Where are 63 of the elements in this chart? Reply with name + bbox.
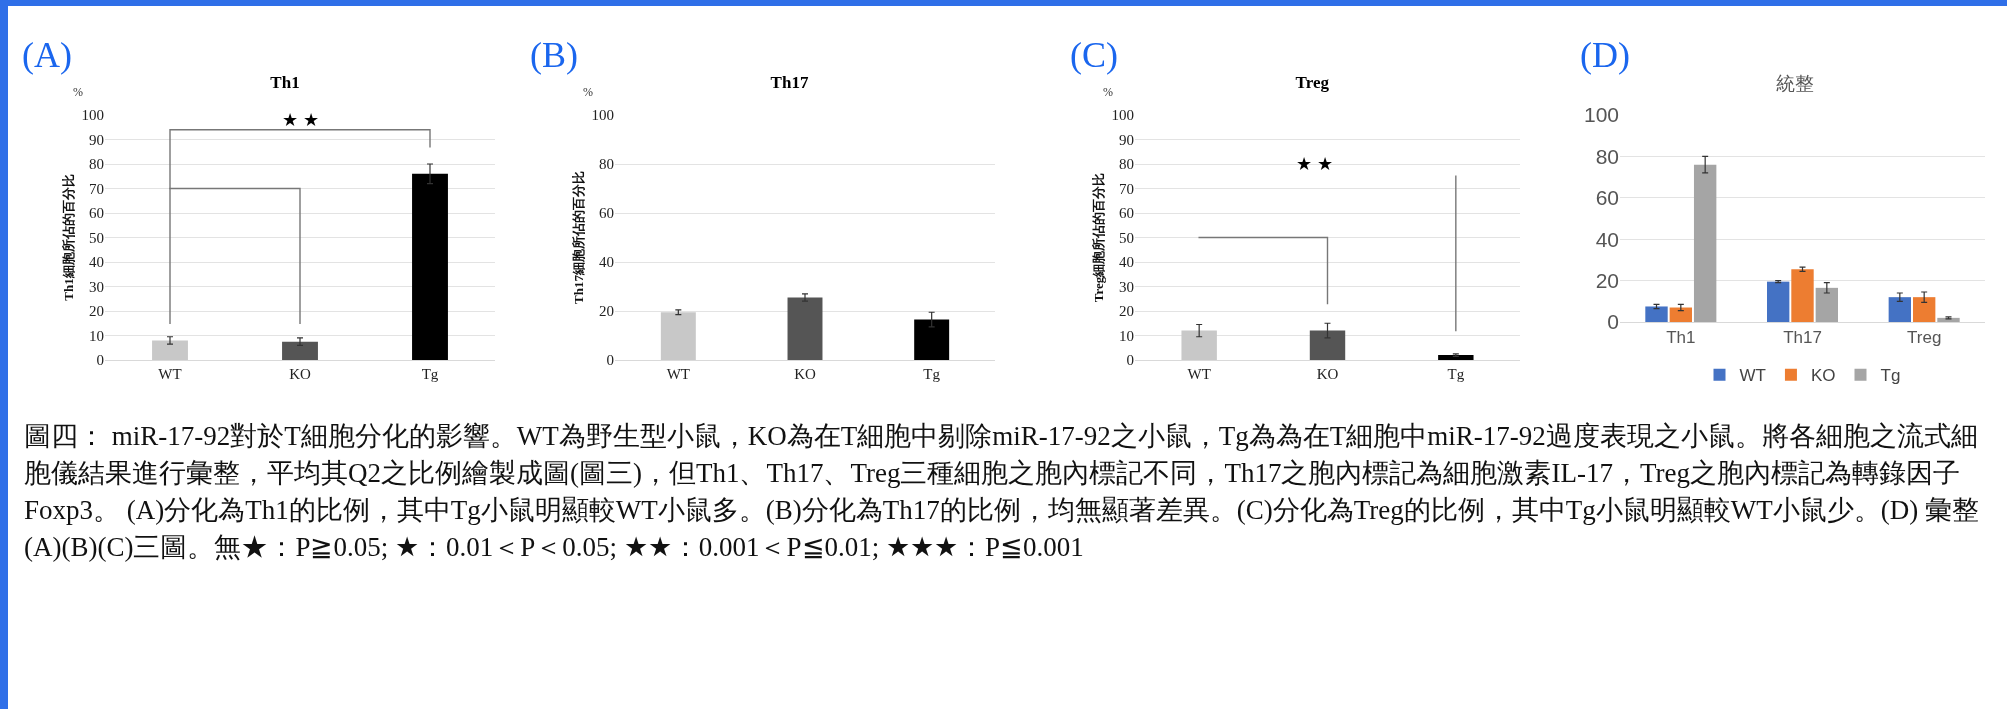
y-axis-title: Th17細胞所佔的百分比	[571, 171, 587, 304]
y-tick-label: 0	[1607, 310, 1619, 334]
x-tick-label: Tg	[923, 366, 941, 382]
y-tick-label: 70	[89, 180, 104, 197]
text: (A)	[22, 34, 72, 76]
y-tick-label: 60	[1595, 186, 1619, 210]
y-tick-label: 90	[1119, 131, 1134, 148]
chart-title: 統整	[1776, 72, 1815, 94]
chart-title: Th1	[270, 73, 300, 93]
y-tick-label: 60	[89, 205, 104, 222]
x-tick-label: Th17	[1783, 328, 1822, 348]
y-tick-label: 60	[1119, 205, 1134, 222]
annotation: ★ ★	[282, 110, 319, 130]
y-tick-label: 80	[89, 156, 104, 173]
y-tick-label: 0	[96, 352, 104, 369]
x-tick-label: Tg	[421, 366, 439, 382]
annotation: ★ ★	[1296, 154, 1333, 174]
x-tick-label: WT	[158, 366, 182, 382]
y-tick-label: 30	[1119, 278, 1134, 295]
y-axis-title: Th1細胞所佔的百分比	[61, 174, 77, 301]
y-tick-label: 20	[599, 303, 614, 320]
y-tick-label: 20	[89, 303, 104, 320]
y-tick-label: 40	[599, 254, 614, 271]
text: %	[1103, 85, 1113, 99]
y-tick-label: 30	[89, 278, 104, 295]
text: (D)	[1580, 34, 1630, 76]
x-tick-label: Treg	[1907, 328, 1942, 348]
x-tick-label: WT	[1187, 366, 1211, 382]
x-tick-label: Tg	[1447, 366, 1465, 382]
y-tick-label: 20	[1595, 268, 1619, 292]
y-tick-label: 40	[1595, 227, 1619, 251]
chart-title: Treg	[1295, 73, 1330, 93]
y-tick-label: 100	[1583, 103, 1619, 127]
text: (B)	[530, 34, 578, 76]
y-tick-label: 80	[599, 156, 614, 173]
y-tick-label: 50	[89, 229, 104, 246]
text: 圖四： miR-17-92對於T細胞分化的影響。WT為野生型小鼠，KO為在T細胞中剔除miR-17-92之小鼠，Tg為為在T細胞中miR-17-92過度表現之小鼠。將各細胞之流式細胞儀結果進行彙整，平均其Q2之比例繪製成圖(圖三)，但Th1、Th17、Treg三種細胞之胞內標記不同，Th17之胞內標記為細胞激素IL-17，Treg之胞內標記為轉錄因子Foxp3。 (A)分化為Th1的比例，其中Tg小鼠明顯較WT小鼠多。(B)分化為Th17的比例，均無顯著差異。(C)分化為Treg的比例，其中Tg小鼠明顯較WT小鼠少。(D) 彙整(A)(B)(C)三圖。無★：P≧0.05; ★：0.01＜P＜0.05; ★★：0.001＜P≦0.01; ★★★：P≦0.001	[24, 420, 1980, 564]
text: %	[73, 85, 83, 99]
x-tick-label: WT	[666, 366, 690, 382]
y-tick-label: 80	[1595, 144, 1619, 168]
y-tick-label: 10	[1119, 327, 1134, 344]
y-tick-label: 40	[89, 254, 104, 271]
y-tick-label: 0	[1126, 352, 1134, 369]
y-axis-title: Treg細胞所佔的百分比	[1091, 172, 1107, 303]
y-tick-label: 0	[606, 352, 614, 369]
y-tick-label: 40	[1119, 254, 1134, 271]
text: (C)	[1070, 34, 1118, 76]
y-tick-label: 20	[1119, 303, 1134, 320]
y-tick-label: 70	[1119, 180, 1134, 197]
y-tick-label: 100	[591, 107, 614, 124]
y-tick-label: 100	[1111, 107, 1134, 124]
y-tick-label: 50	[1119, 229, 1134, 246]
text: %	[583, 85, 593, 99]
x-tick-label: KO	[794, 366, 816, 382]
y-tick-label: 80	[1119, 156, 1134, 173]
x-tick-label: Th1	[1666, 328, 1696, 348]
y-tick-label: 100	[81, 107, 104, 124]
x-tick-label: KO	[1316, 366, 1339, 382]
y-tick-label: 10	[89, 327, 104, 344]
chart-title: Th17	[770, 73, 809, 93]
y-tick-label: 90	[89, 131, 104, 148]
y-tick-label: 60	[599, 205, 614, 222]
x-tick-label: KO	[289, 366, 311, 382]
